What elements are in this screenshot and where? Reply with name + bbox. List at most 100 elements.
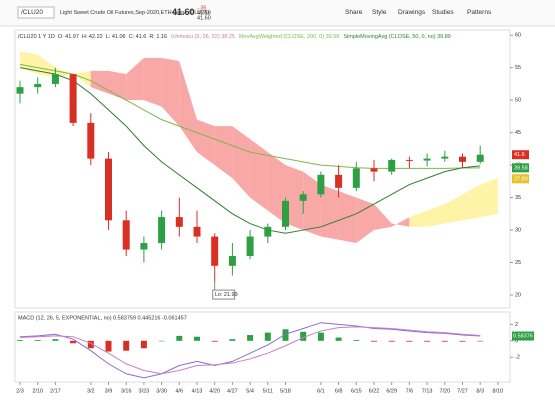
candle-body: [69, 74, 77, 123]
macd-label: MACD (12, 26, 5, EXPONENTIAL, no) 0.5837…: [18, 315, 187, 321]
candle-body: [264, 226, 272, 237]
x-tick-label: 3/2: [87, 388, 95, 394]
candle-body: [122, 220, 130, 250]
macd-histogram-bar: [477, 340, 484, 342]
info-item: C: 41.6: [129, 34, 147, 40]
toolbar-button[interactable]: Studies: [432, 9, 454, 16]
ichimoku-cloud: [143, 57, 162, 107]
toolbar-button[interactable]: Style: [372, 9, 387, 16]
ichimoku-cloud: [179, 61, 197, 153]
macd-badge: [512, 331, 534, 341]
symbol-input[interactable]: [17, 6, 55, 19]
price-badge: [512, 150, 529, 160]
candle-body: [335, 174, 343, 188]
ichimoku-cloud: [197, 119, 215, 166]
ichimoku-cloud: [161, 57, 180, 127]
ichimoku-cloud: [73, 70, 91, 88]
bid-price: 41.59: [197, 10, 211, 16]
toolbar-button[interactable]: Share: [345, 9, 363, 16]
macd-signal-line: [19, 326, 481, 375]
x-tick-label: 2/10: [32, 388, 43, 394]
candle-body: [423, 158, 431, 161]
ichimoku-cloud: [214, 126, 233, 179]
ichimoku-cloud: [232, 126, 251, 198]
macd-histogram-bar: [282, 329, 289, 341]
macd-histogram-bar: [105, 340, 112, 352]
candle-body: [370, 168, 378, 172]
macd-macd-line: [19, 322, 481, 379]
candle-body: [317, 174, 325, 195]
x-tick-label: 5/11: [263, 388, 273, 394]
candle-body: [87, 122, 95, 159]
macd-histogram-bar: [140, 340, 147, 349]
x-tick-label: 7/13: [422, 388, 433, 394]
candle-body: [175, 217, 183, 227]
x-tick-label: 5/18: [280, 388, 291, 394]
x-tick-label: 7/6: [406, 388, 414, 394]
x-tick-label: 4/27: [227, 388, 238, 394]
candle-body: [193, 226, 201, 237]
low-annotation: Lo: 21.99: [215, 292, 238, 298]
candle-body: [352, 168, 360, 188]
x-tick-label: 6/8: [335, 388, 343, 394]
moving-average-line: [19, 67, 481, 234]
study-label: SimpleMovingAvg (CLOSE, 50, 0, no) 39.89: [343, 34, 451, 40]
macd-histogram-bar: [300, 331, 307, 341]
macd-badge-label: 0.58376: [513, 333, 533, 339]
macd-histogram-bar: [176, 335, 183, 341]
x-tick-label: 8/10: [493, 388, 504, 394]
x-tick-label: 3/23: [139, 388, 150, 394]
symbol-text[interactable]: /CLU20: [21, 9, 43, 16]
ichimoku-cloud: [356, 197, 374, 244]
y-tick-label: -2: [515, 355, 520, 361]
macd-histogram-bar: [123, 340, 130, 351]
y-tick-label: 2: [515, 322, 518, 328]
ichimoku-cloud: [303, 171, 321, 237]
ichimoku-cloud: [126, 57, 144, 101]
x-tick-label: 2/3: [16, 388, 24, 394]
candle-body: [388, 159, 396, 172]
toolbar: [0, 0, 555, 26]
macd-histogram-bar: [459, 340, 466, 342]
y-tick-label: 0: [515, 338, 518, 344]
toolbar-button[interactable]: Patterns: [467, 9, 492, 16]
x-tick-label: 8/3: [476, 388, 484, 394]
candle-body: [405, 159, 413, 161]
info-item: L: 41.06: [106, 34, 126, 40]
info-item: H: 42.22: [82, 34, 103, 40]
study-label: MovAvgWeighted (CLOSE, 200, 0) 39.58: [239, 34, 339, 40]
info-item: R: 1.16: [149, 34, 167, 40]
macd-histogram-bar: [70, 340, 77, 344]
ask-price: 41.60: [197, 15, 211, 21]
macd-histogram-bar: [229, 339, 236, 341]
moving-average-line: [19, 63, 481, 169]
x-tick-label: 4/20: [209, 388, 220, 394]
x-tick-label: 5/4: [246, 388, 254, 394]
y-tick-label: 30: [515, 228, 521, 234]
price-badge-label: 39.58: [514, 165, 528, 171]
x-tick-label: 3/30: [156, 388, 167, 394]
candle-body: [476, 154, 484, 162]
macd-histogram-bar: [353, 340, 360, 341]
y-tick-label: 35: [515, 195, 521, 201]
y-tick-label: 45: [515, 130, 521, 136]
x-tick-label: 6/22: [369, 388, 380, 394]
x-tick-label: 4/13: [192, 388, 203, 394]
macd-histogram-bar: [317, 332, 324, 341]
price-badge: [512, 174, 529, 184]
ichimoku-cloud: [427, 204, 445, 227]
ichimoku-cloud: [267, 152, 286, 224]
last-price: 41.60: [172, 7, 195, 17]
macd-histogram-bar: [388, 340, 395, 342]
price-badge-label: 41.6: [514, 152, 525, 158]
y-tick-label: 25: [515, 260, 521, 266]
study-label: Ichimoku (9, 26, 52) 38.25: [171, 34, 235, 40]
x-tick-label: 3/9: [105, 388, 113, 394]
candle-body: [158, 217, 166, 244]
toolbar-button[interactable]: Drawings: [398, 9, 426, 16]
macd-histogram-bar: [424, 340, 431, 342]
x-tick-label: 6/29: [386, 388, 397, 394]
x-tick-label: 3/16: [121, 388, 132, 394]
x-tick-label: 6/1: [317, 388, 325, 394]
